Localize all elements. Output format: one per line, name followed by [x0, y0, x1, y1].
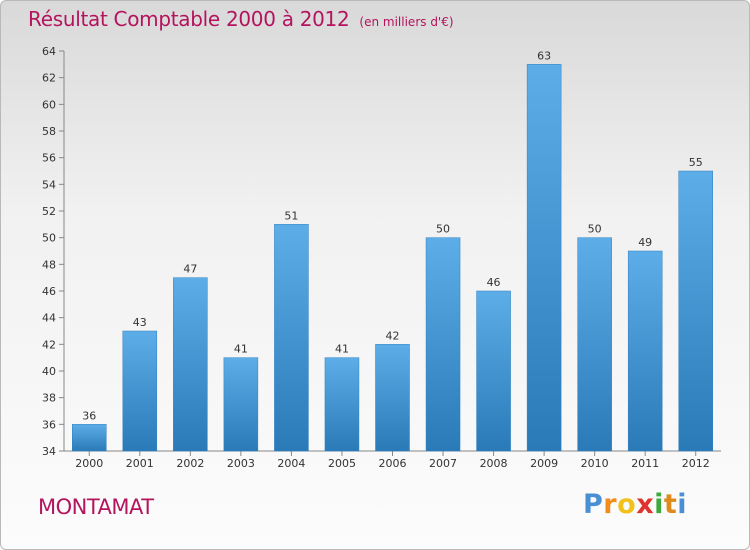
- logo-letter: P: [583, 489, 604, 520]
- y-tick-label: 36: [42, 418, 56, 431]
- y-tick-label: 52: [42, 205, 56, 218]
- bar: [324, 357, 360, 452]
- data-label: 43: [133, 316, 147, 329]
- x-tick-label: 2003: [227, 457, 255, 470]
- y-tick-label: 42: [42, 338, 56, 351]
- y-tick-label: 62: [42, 72, 56, 85]
- chart-title: Résultat Comptable 2000 à 2012 (en millie…: [28, 7, 454, 31]
- bar: [476, 290, 511, 452]
- y-tick-label: 48: [42, 258, 56, 271]
- data-label: 36: [82, 409, 96, 422]
- x-tick-label: 2001: [126, 457, 154, 470]
- x-tick-label: 2010: [581, 457, 609, 470]
- axes: 34 36 38 40 42 44 46 48 50 52 54 56 58 60 62 64 2000 2001…: [42, 45, 721, 470]
- data-label: 42: [386, 329, 400, 342]
- logo-letter: t: [663, 489, 678, 520]
- bar: [577, 237, 612, 452]
- data-label: 41: [234, 343, 248, 356]
- y-tick-label: 50: [42, 232, 56, 245]
- y-tick-label: 46: [42, 285, 56, 298]
- labels: 36 43 47 41 51 41 42 50 46 63 50 49 55: [82, 49, 702, 422]
- x-tick-label: 2005: [328, 457, 356, 470]
- x-tick-label: 2002: [176, 457, 204, 470]
- bar: [425, 237, 461, 452]
- data-label: 55: [689, 156, 703, 169]
- y-tick-label: 56: [42, 152, 56, 165]
- x-tick-label: 2011: [631, 457, 659, 470]
- bar: [72, 424, 107, 452]
- bar: [223, 357, 259, 452]
- y-tick-label: 44: [42, 312, 56, 325]
- bar: [627, 250, 663, 452]
- logo-letter: i: [654, 489, 664, 520]
- data-label: 47: [183, 263, 197, 276]
- data-label: 50: [588, 223, 602, 236]
- x-tick-label: 2009: [530, 457, 558, 470]
- data-label: 46: [487, 276, 501, 289]
- x-tick-label: 2006: [379, 457, 407, 470]
- bar: [678, 170, 713, 452]
- y-tick-label: 58: [42, 125, 56, 138]
- y-tick-label: 34: [42, 445, 56, 458]
- x-tick-label: 2008: [480, 457, 508, 470]
- x-tick-label: 2004: [277, 457, 305, 470]
- y-tick-label: 40: [42, 365, 56, 378]
- data-label: 41: [335, 343, 349, 356]
- bar: [526, 64, 562, 452]
- data-label: 50: [436, 223, 450, 236]
- logo-letter: o: [617, 489, 637, 520]
- proxiti-logo: Proxiti: [583, 489, 687, 520]
- data-label: 63: [537, 49, 551, 62]
- y-tick-label: 54: [42, 178, 56, 191]
- bar: [122, 330, 158, 452]
- title-text: Résultat Comptable 2000 à 2012: [28, 7, 350, 31]
- x-tick-label: 2000: [75, 457, 103, 470]
- y-tick-label: 60: [42, 98, 56, 111]
- bar: [375, 344, 410, 452]
- x-tick-label: 2007: [429, 457, 457, 470]
- bar: [173, 277, 208, 452]
- bars: [72, 64, 713, 452]
- title-unit: (en milliers d'€): [359, 15, 454, 29]
- data-label: 49: [638, 236, 652, 249]
- bar: [274, 224, 309, 452]
- town-name: MONTAMAT: [38, 495, 154, 519]
- logo-letter: i: [677, 489, 688, 520]
- logo-letter: x: [636, 489, 655, 520]
- x-tick-label: 2012: [682, 457, 710, 470]
- logo-letter: r: [603, 489, 618, 520]
- y-tick-label: 64: [42, 45, 56, 58]
- y-tick-label: 38: [42, 392, 56, 405]
- data-label: 51: [284, 209, 298, 222]
